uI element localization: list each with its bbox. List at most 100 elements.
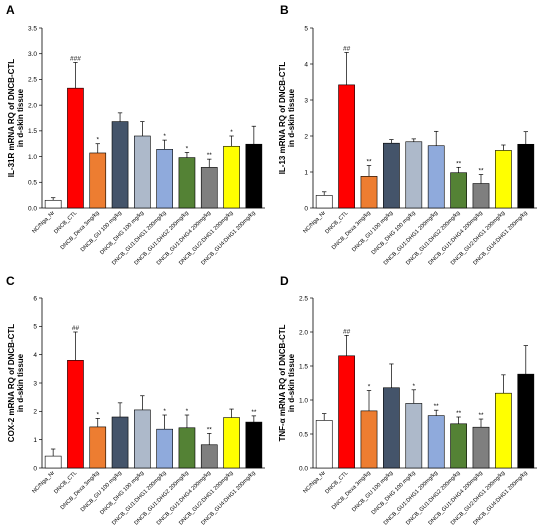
significance-label: ** bbox=[251, 409, 257, 416]
panel-letter: A bbox=[6, 3, 15, 17]
bar bbox=[450, 423, 467, 469]
bar bbox=[245, 143, 263, 209]
bar bbox=[245, 421, 263, 469]
bar bbox=[360, 176, 378, 209]
bar bbox=[315, 420, 333, 469]
bar bbox=[134, 135, 151, 209]
y-tick-label: 0 bbox=[304, 205, 308, 212]
significance-label: ** bbox=[366, 159, 372, 166]
bar bbox=[89, 152, 107, 209]
y-axis-label-line: IL-13 mRNA RQ of DNCB-CTL bbox=[278, 62, 287, 175]
bar bbox=[427, 415, 445, 469]
y-tick-label: 1 bbox=[33, 437, 37, 444]
category-label: DNCB_GU 100 mg/kg bbox=[80, 470, 123, 513]
bar bbox=[156, 149, 173, 209]
bar bbox=[495, 150, 512, 209]
bar bbox=[178, 157, 196, 209]
bar bbox=[200, 167, 218, 209]
y-axis-label-line: in d-skin tissue bbox=[287, 88, 296, 147]
category-label: DNCB_DHG 100 mg/kg bbox=[99, 470, 145, 516]
category-label: DNCB_Dexa 3mg/kg bbox=[331, 470, 372, 511]
significance-label: * bbox=[230, 129, 233, 136]
significance-label: * bbox=[186, 408, 189, 415]
bar bbox=[405, 141, 423, 209]
y-axis-label: IL-13 mRNA RQ of DNCB-CTLin d-skin tissu… bbox=[278, 62, 296, 175]
category-label: DNCB_GU 100 mg/kg bbox=[351, 470, 394, 513]
significance-label: ** bbox=[478, 168, 484, 175]
category-label: DNCB_Dexa 3mg/kg bbox=[60, 470, 101, 511]
y-tick-label: 2.0 bbox=[28, 102, 37, 109]
significance-label: * bbox=[96, 411, 99, 418]
panel-letter: D bbox=[280, 274, 289, 288]
bar bbox=[450, 172, 467, 209]
bar bbox=[44, 455, 62, 469]
significance-label: * bbox=[186, 145, 189, 152]
significance-label: ** bbox=[478, 412, 484, 419]
significance-label: * bbox=[96, 137, 99, 144]
y-axis-label-line: in d-skin tissue bbox=[287, 353, 296, 412]
y-axis-label: IL-31R mRNA RQ of DNCB-CTLin d-skin tiss… bbox=[7, 59, 25, 177]
bar bbox=[517, 143, 535, 209]
bar bbox=[134, 409, 151, 469]
category-label: DNCB_DHG 100 mg/kg bbox=[99, 210, 145, 256]
y-tick-label: 3 bbox=[304, 97, 308, 104]
bar bbox=[405, 403, 423, 469]
y-axis-label-line: COX-2 mRNA RQ of DNCB-CTL bbox=[7, 324, 16, 442]
category-label: DNCB_DHG 100 mg/kg bbox=[371, 470, 417, 516]
significance-label: ** bbox=[207, 152, 213, 159]
panel-b: B 0 1 2 3 4 5 IL-13 mRNA RQ of DNCB-CTLin d-ski… bbox=[278, 3, 537, 267]
y-axis-label-line: TNF-α mRNA RQ of DNCB-CTL bbox=[278, 324, 287, 441]
y-tick-label: 1.0 bbox=[28, 154, 37, 161]
category-label: DNCB_Dexa 3mg/kg bbox=[60, 210, 101, 251]
bar bbox=[67, 360, 84, 469]
y-tick-label: 0.5 bbox=[299, 431, 308, 438]
bar bbox=[472, 183, 490, 209]
panel-d: D 0.0 0.5 1.0 1.5 2.0 2.5 TNF-α mRNA RQ of DNCB… bbox=[278, 274, 537, 527]
y-axis-label: TNF-α mRNA RQ of DNCB-CTLin d-skin tissu… bbox=[278, 324, 296, 441]
y-tick-label: 5 bbox=[33, 324, 37, 331]
bar bbox=[495, 392, 512, 469]
y-axis-label-line: in d-skin tissue bbox=[16, 353, 25, 412]
y-tick-label: 3.0 bbox=[28, 51, 37, 58]
y-tick-label: 1.5 bbox=[28, 128, 37, 135]
y-tick-label: 2.0 bbox=[299, 329, 308, 336]
bar bbox=[156, 428, 173, 469]
significance-label: ** bbox=[434, 403, 440, 410]
significance-label: ** bbox=[456, 160, 462, 167]
bar bbox=[200, 444, 218, 469]
bar bbox=[89, 426, 107, 469]
category-label: DNCB_GU 100 mg/kg bbox=[351, 210, 394, 253]
bar bbox=[223, 145, 240, 209]
bar bbox=[338, 84, 355, 209]
panel-letter: B bbox=[280, 3, 289, 17]
y-tick-label: 3 bbox=[33, 380, 37, 387]
panel-letter: C bbox=[6, 274, 15, 288]
bar bbox=[111, 121, 129, 209]
bar bbox=[427, 145, 445, 209]
panel-a: A 0.0 0.5 1.0 1.5 2.0 2.5 3.0 3.5 IL-31R mRNA RQ … bbox=[6, 3, 265, 267]
category-label: DNCB_Dexa 3mg/kg bbox=[331, 210, 372, 251]
y-tick-label: 6 bbox=[33, 295, 37, 302]
significance-label: ** bbox=[207, 426, 213, 433]
y-tick-label: 1 bbox=[304, 169, 308, 176]
bar bbox=[383, 142, 400, 209]
y-tick-label: 3.5 bbox=[28, 25, 37, 32]
panel-c: C 0 1 2 3 4 5 6 COX-2 mRNA RQ of DNCB-CTLin d-sk… bbox=[6, 274, 265, 527]
y-tick-label: 0.5 bbox=[28, 180, 37, 187]
category-label: DNCB_DHG 100 mg/kg bbox=[371, 210, 417, 256]
y-tick-label: 4 bbox=[33, 352, 37, 359]
y-tick-label: 0.0 bbox=[28, 205, 37, 212]
bar bbox=[517, 373, 535, 469]
significance-label: ** bbox=[456, 410, 462, 417]
bar bbox=[338, 355, 355, 469]
bar bbox=[383, 387, 400, 469]
y-tick-label: 2 bbox=[304, 133, 308, 140]
significance-label: * bbox=[368, 383, 371, 390]
y-tick-label: 2.5 bbox=[28, 77, 37, 84]
y-tick-label: 2.5 bbox=[299, 295, 308, 302]
bar bbox=[44, 199, 62, 209]
category-label: DNCB_GU 100 mg/kg bbox=[80, 210, 123, 253]
y-tick-label: 4 bbox=[304, 61, 308, 68]
y-axis-label-line: IL-31R mRNA RQ of DNCB-CTL bbox=[7, 59, 16, 177]
